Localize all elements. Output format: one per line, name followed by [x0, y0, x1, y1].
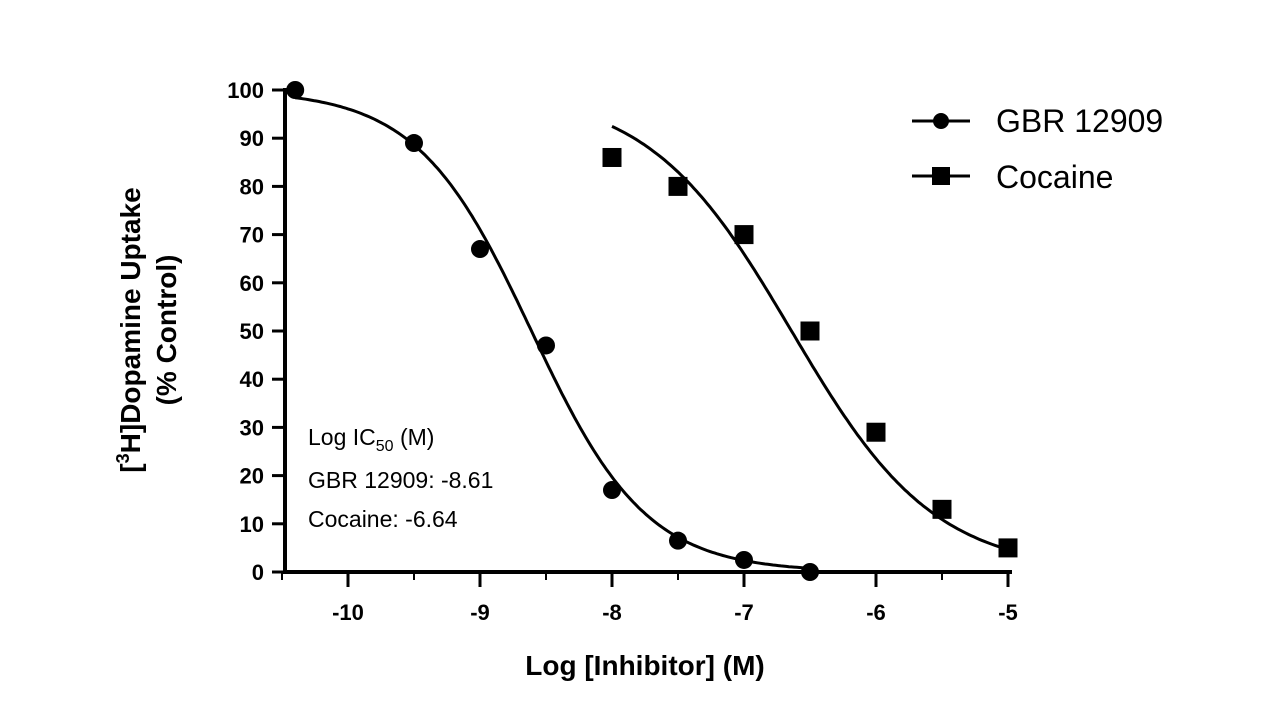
y-axis-title-line2: (% Control): [151, 255, 182, 406]
annotation-title-post: (M): [394, 424, 435, 450]
data-point-gbr-12909: [735, 550, 753, 569]
y-tick-label: 10: [240, 512, 264, 537]
data-point-cocaine: [866, 422, 886, 442]
y-tick-label: 0: [252, 560, 264, 585]
y-tick-label: 100: [227, 78, 264, 103]
legend-label-cocaine: Cocaine: [996, 159, 1113, 195]
data-point-gbr-12909: [537, 336, 555, 355]
annotation-title-pre: Log IC: [308, 424, 376, 450]
x-tick-label: -5: [998, 600, 1018, 625]
fit-curve-gbr-12909: [295, 96, 811, 570]
annotation-gbr: GBR 12909: -8.61: [308, 467, 493, 493]
fit-curve-cocaine: [611, 125, 1009, 552]
data-point-cocaine: [800, 321, 820, 341]
data-point-cocaine: [602, 147, 622, 167]
y-tick-label: 50: [240, 319, 264, 344]
x-tick-label: -8: [602, 600, 622, 625]
fit-curves: [295, 96, 1009, 570]
annotation-title: Log IC50 (M): [308, 424, 434, 455]
ticks: 0 10 20 30 40 50 60 70 80 90 100 -10 -9 -8 -7 -6 -5: [227, 78, 1018, 625]
y-tick-label: 40: [240, 367, 264, 392]
data-points: [286, 81, 1018, 581]
legend-marker-gbr: [933, 113, 949, 129]
y-tick-label: 60: [240, 271, 264, 296]
annotation-cocaine: Cocaine: -6.64: [308, 506, 458, 532]
y-axis-title-pre: [: [115, 463, 146, 472]
data-point-cocaine: [998, 538, 1018, 558]
y-axis-title-line1: [3H]Dopamine Uptake: [113, 187, 146, 472]
data-point-gbr-12909: [801, 563, 819, 581]
data-point-gbr-12909: [405, 134, 423, 153]
y-axis-title-main: H]Dopamine Uptake: [115, 187, 146, 453]
x-tick-label: -6: [866, 600, 886, 625]
y-axis-title: [3H]Dopamine Uptake (% Control): [113, 187, 182, 472]
data-point-cocaine: [734, 225, 754, 245]
y-tick-label: 30: [240, 415, 264, 440]
data-point-gbr-12909: [471, 240, 489, 259]
ic50-annotation: Log IC50 (M) GBR 12909: -8.61 Cocaine: -…: [308, 424, 493, 532]
legend: GBR 12909 Cocaine: [912, 103, 1163, 195]
data-point-cocaine: [932, 499, 952, 519]
x-tick-label: -10: [332, 600, 364, 625]
data-point-gbr-12909: [286, 81, 305, 99]
x-axis-title: Log [Inhibitor] (M): [525, 650, 764, 681]
y-tick-label: 90: [240, 126, 264, 151]
x-tick-label: -7: [734, 600, 754, 625]
y-tick-label: 20: [240, 464, 264, 489]
y-tick-label: 70: [240, 223, 264, 248]
x-tick-label: -9: [470, 600, 490, 625]
y-axis-title-sup: 3: [113, 453, 133, 463]
data-point-gbr-12909: [603, 481, 621, 500]
legend-label-gbr: GBR 12909: [996, 103, 1163, 139]
y-tick-label: 80: [240, 174, 264, 199]
legend-marker-cocaine: [932, 167, 950, 185]
data-point-cocaine: [668, 176, 688, 196]
annotation-title-sub: 50: [376, 438, 394, 455]
data-point-gbr-12909: [669, 531, 687, 550]
axes: [283, 88, 1012, 574]
